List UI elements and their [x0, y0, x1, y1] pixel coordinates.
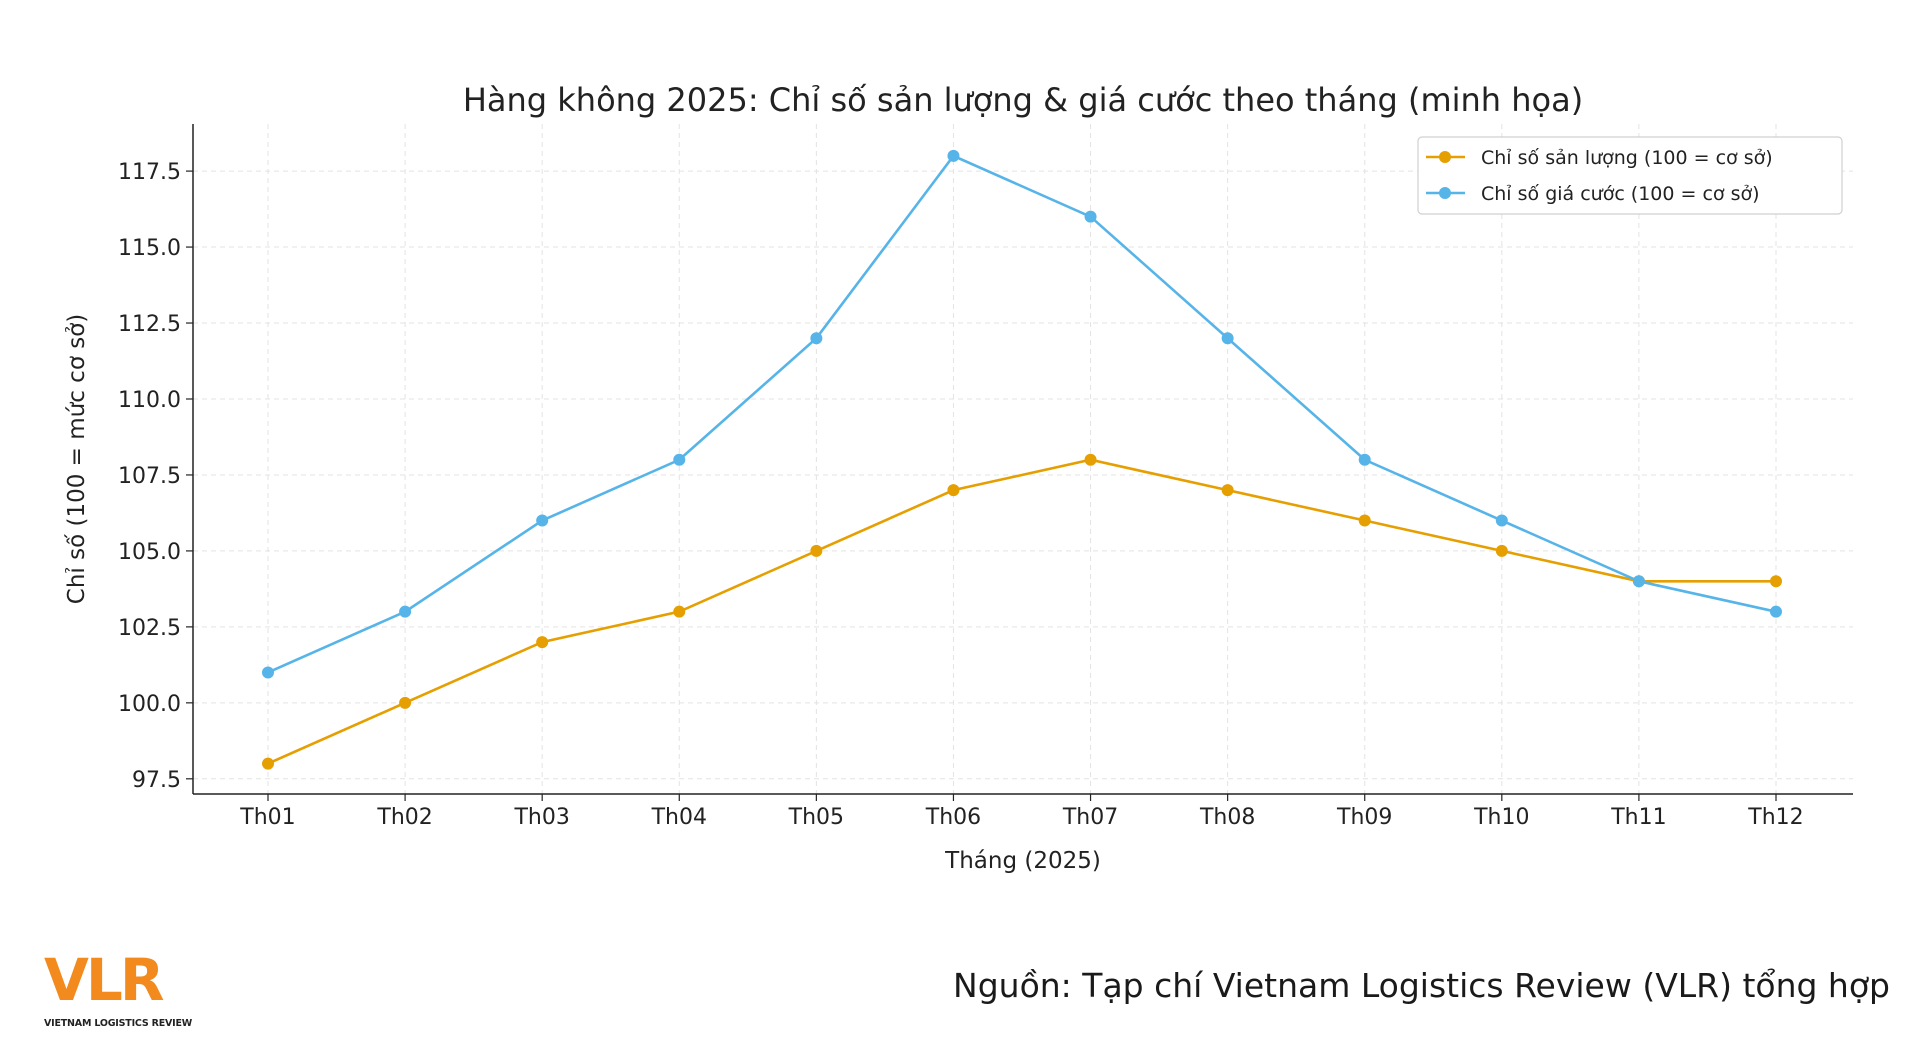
y-tick-label: 97.5 [132, 768, 181, 793]
data-point [1495, 514, 1508, 527]
chart-title: Hàng không 2025: Chỉ số sản lượng & giá … [463, 81, 1583, 119]
data-point [262, 666, 274, 679]
x-tick-label: Th04 [651, 805, 707, 830]
series-line [267, 458, 1776, 765]
data-point [1358, 453, 1371, 466]
legend-label: Chỉ số giá cước (100 = cơ sở) [1481, 183, 1760, 205]
data-point [810, 544, 823, 557]
axes: Th01 Th02 Th03 Th04 Th05 Th06 Th07 Th08 Th09 Th10… [118, 124, 1853, 830]
y-tick-label: 110.0 [118, 388, 181, 413]
legend-marker [1439, 187, 1451, 199]
data-point [1084, 453, 1097, 466]
x-tick-label: Th01 [239, 805, 295, 830]
data-point [399, 605, 412, 618]
data-point [262, 757, 274, 770]
x-tick-label: Th12 [1747, 805, 1803, 830]
y-tick-label: 117.5 [118, 160, 181, 185]
data-point [673, 453, 686, 466]
data-point [1770, 605, 1782, 618]
data-point [1632, 575, 1645, 588]
x-tick-label: Th06 [925, 805, 981, 830]
line-chart: Hàng không 2025: Chỉ số sản lượng & giá … [64, 81, 1853, 874]
series-1 [262, 149, 1782, 679]
data-point [1770, 575, 1782, 588]
legend-label: Chỉ số sản lượng (100 = cơ sở) [1481, 147, 1773, 169]
data-point [947, 484, 960, 497]
y-tick-label: 107.5 [118, 464, 181, 489]
series [262, 149, 1782, 770]
data-point [536, 636, 549, 649]
x-tick-label: Th11 [1610, 805, 1666, 830]
logo-mark: VLR [44, 946, 165, 1014]
vlr-logo: VLR VIETNAM LOGISTICS REVIEW [44, 946, 193, 1030]
y-tick-label: 115.0 [118, 236, 181, 261]
x-tick-label: Th08 [1199, 805, 1255, 830]
logo-subtext: VIETNAM LOGISTICS REVIEW [44, 1018, 193, 1029]
x-tick-label: Th03 [513, 805, 569, 830]
y-tick-label: 112.5 [118, 312, 181, 337]
data-point [947, 149, 960, 162]
data-point [399, 696, 412, 709]
data-point [1084, 210, 1097, 223]
x-tick-label: Th09 [1336, 805, 1392, 830]
data-point [1221, 484, 1234, 497]
series-0 [262, 453, 1782, 770]
x-tick-label: Th05 [788, 805, 844, 830]
data-point [810, 332, 823, 345]
legend-box [1417, 136, 1843, 215]
source-note: Nguồn: Tạp chí Vietnam Logistics Review … [953, 966, 1890, 1005]
data-point [673, 605, 686, 618]
data-point [1358, 514, 1371, 527]
y-axis-label: Chỉ số (100 = mức cơ sở) [64, 314, 90, 604]
grid [193, 124, 1853, 794]
y-tick-label: 100.0 [118, 692, 181, 717]
x-tick-label: Th10 [1473, 805, 1529, 830]
data-point [1221, 332, 1234, 345]
x-axis-label: Tháng (2025) [944, 848, 1101, 874]
legend-marker [1439, 151, 1451, 163]
y-tick-label: 102.5 [118, 616, 181, 641]
y-tick-label: 105.0 [118, 540, 181, 565]
series-line [267, 154, 1777, 674]
x-tick-label: Th02 [376, 805, 432, 830]
x-tick-label: Th07 [1062, 805, 1118, 830]
legend: Chỉ số sản lượng (100 = cơ sở) Chỉ số giá… [1417, 136, 1843, 215]
data-point [536, 514, 549, 527]
data-point [1495, 544, 1508, 557]
